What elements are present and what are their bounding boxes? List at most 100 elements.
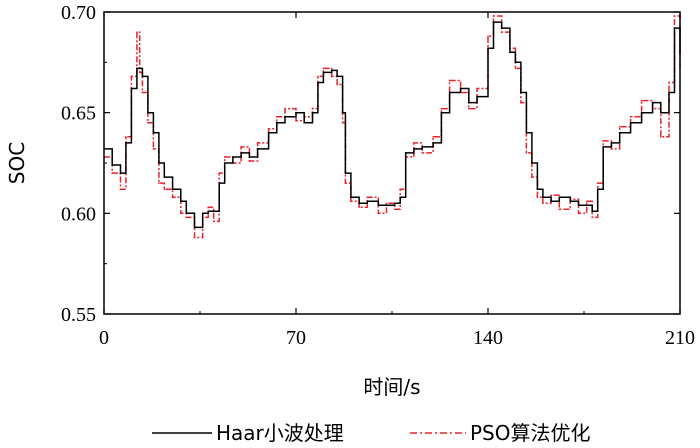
data-point-pso <box>393 208 396 211</box>
data-point-pso <box>500 31 503 33</box>
data-point-pso <box>119 188 122 190</box>
y-tick-label: 0.70 <box>61 2 96 24</box>
data-point-pso <box>158 182 160 184</box>
data-point-pso <box>550 194 552 197</box>
data-point-haar <box>311 111 314 114</box>
x-tick-label: 0 <box>99 327 109 349</box>
data-point-pso <box>341 121 344 124</box>
data-point-haar <box>171 188 174 190</box>
data-point-haar <box>596 188 599 190</box>
data-point-haar <box>520 91 522 94</box>
data-point-haar <box>256 148 259 150</box>
data-point-pso <box>385 202 388 205</box>
data-point-haar <box>201 212 204 215</box>
data-point-haar <box>404 152 407 154</box>
data-point-pso <box>421 152 423 154</box>
series-layer <box>103 15 681 239</box>
data-point-haar <box>468 101 470 104</box>
data-point-pso <box>668 81 670 84</box>
x-tick-label: 70 <box>286 327 306 349</box>
data-point-pso <box>350 200 352 203</box>
data-point-pso <box>185 216 188 219</box>
data-point-pso <box>536 196 539 199</box>
data-point-pso <box>295 119 297 122</box>
data-point-haar <box>136 67 138 70</box>
data-point-pso <box>218 172 220 174</box>
data-point-haar <box>336 75 338 78</box>
data-point-pso <box>413 142 415 144</box>
series-line-haar <box>104 21 681 229</box>
data-point-haar <box>119 172 122 174</box>
data-point-pso <box>125 136 127 138</box>
data-point-haar <box>660 111 662 114</box>
data-point-haar <box>618 132 621 134</box>
data-point-haar <box>232 156 234 158</box>
data-point-haar <box>629 121 632 124</box>
data-point-haar <box>393 202 396 205</box>
data-point-haar <box>591 210 594 213</box>
data-point-haar <box>487 47 489 50</box>
data-point-pso <box>317 75 319 78</box>
data-point-pso <box>138 71 141 74</box>
data-point-haar <box>180 200 182 203</box>
data-point-haar <box>668 91 670 94</box>
data-point-haar <box>212 210 215 213</box>
data-point-pso <box>377 212 380 215</box>
data-point-haar <box>141 75 144 78</box>
data-point-pso <box>212 220 215 223</box>
data-point-haar <box>218 182 220 184</box>
data-point-haar <box>130 87 133 90</box>
data-point-haar <box>111 164 114 166</box>
data-point-pso <box>531 176 533 178</box>
data-point-pso <box>618 125 621 128</box>
data-point-haar <box>317 81 319 84</box>
data-point-pso <box>152 148 155 150</box>
data-point-haar <box>163 176 166 178</box>
data-point-pso <box>276 115 278 118</box>
data-point-haar <box>295 111 297 114</box>
data-point-haar <box>385 204 388 207</box>
series-line-pso <box>104 15 681 239</box>
data-point-haar <box>358 202 360 205</box>
data-point-haar <box>344 172 347 174</box>
data-point-haar <box>640 111 643 114</box>
data-point-haar <box>207 210 210 213</box>
data-point-haar <box>366 200 369 203</box>
data-point-haar <box>492 21 495 23</box>
data-point-pso <box>330 75 333 78</box>
data-point-haar <box>514 61 517 64</box>
data-point-haar <box>125 142 127 144</box>
data-point-pso <box>336 83 338 86</box>
data-point-pso <box>629 115 632 118</box>
data-point-haar <box>341 111 344 114</box>
data-point-haar <box>569 200 572 203</box>
data-point-haar <box>500 27 503 29</box>
data-point-pso <box>136 31 138 33</box>
data-point-pso <box>468 107 470 110</box>
data-point-pso <box>344 182 347 184</box>
data-point-haar <box>267 132 270 134</box>
legend: Haar小波处理 PSO算法优化 <box>152 421 591 445</box>
data-point-pso <box>223 156 226 158</box>
data-point-haar <box>536 188 539 190</box>
data-point-pso <box>558 208 561 211</box>
data-point-pso <box>432 136 434 138</box>
data-point-pso <box>193 236 196 239</box>
data-point-haar <box>303 121 306 124</box>
data-point-haar <box>322 71 325 74</box>
data-point-pso <box>542 202 544 205</box>
data-point-haar <box>550 200 552 203</box>
data-point-pso <box>130 75 133 78</box>
data-point-haar <box>147 111 149 114</box>
data-point-haar <box>432 142 434 144</box>
data-point-pso <box>399 188 402 190</box>
data-point-haar <box>330 69 333 72</box>
data-point-pso <box>163 188 166 190</box>
data-point-haar <box>223 162 226 164</box>
data-point-pso <box>207 206 210 209</box>
data-point-haar <box>448 91 451 94</box>
x-tick-label: 210 <box>665 327 695 349</box>
data-point-pso <box>602 140 604 142</box>
data-point-haar <box>558 196 561 199</box>
